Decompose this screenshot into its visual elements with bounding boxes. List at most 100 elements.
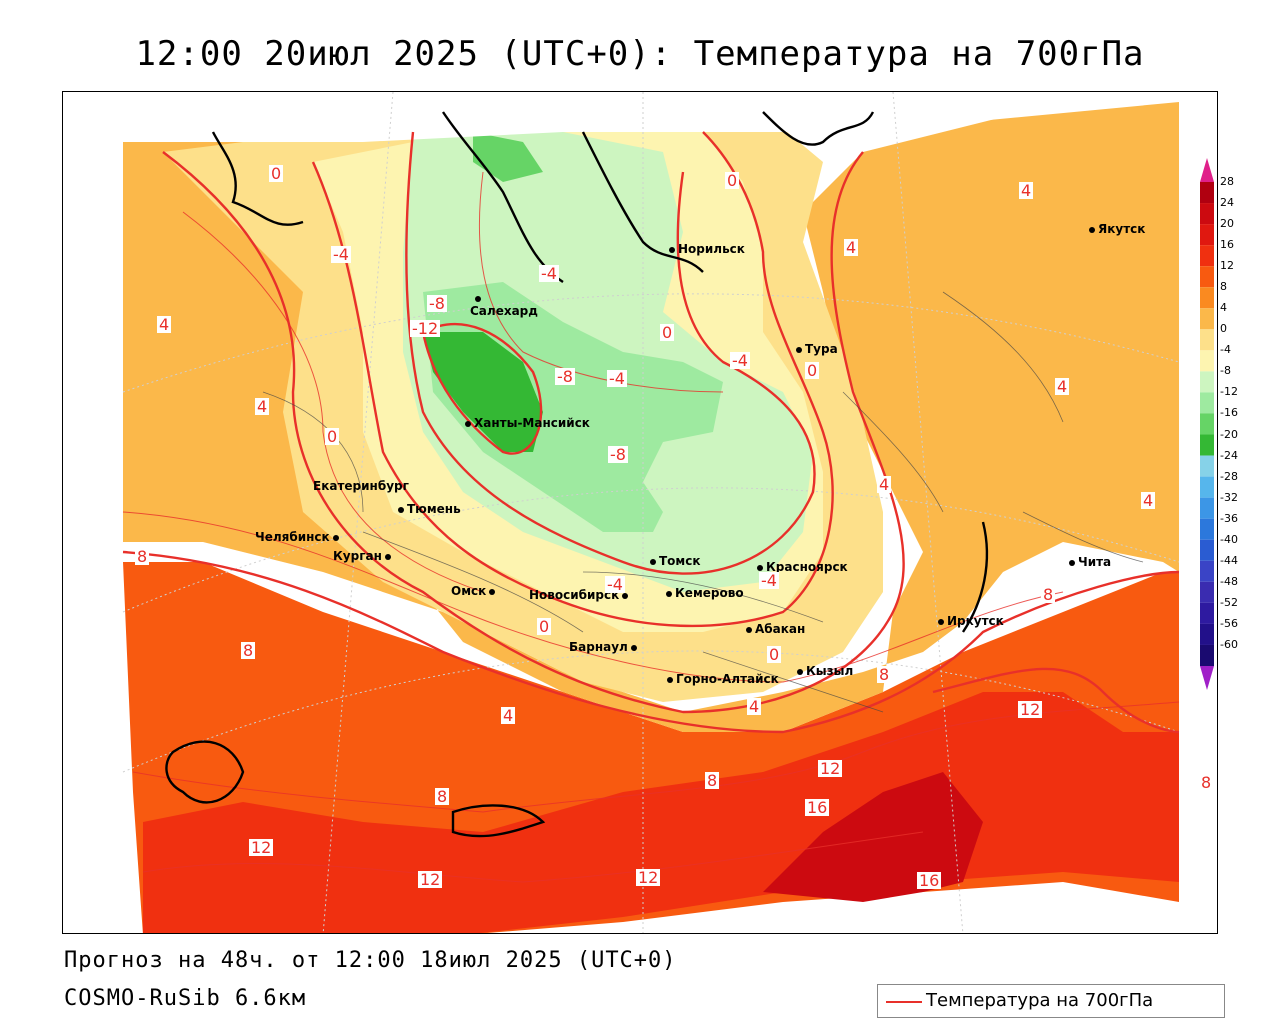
scale-tick-label: 8 bbox=[1220, 280, 1227, 294]
scale-swatch bbox=[1200, 392, 1214, 414]
contour-label: -4 bbox=[331, 245, 351, 264]
scale-tick-label: -16 bbox=[1220, 406, 1238, 420]
contour-label: 8 bbox=[705, 771, 720, 790]
contour-label: 4 bbox=[844, 238, 859, 257]
contour-label: 8 bbox=[1041, 585, 1056, 604]
contour-label: 0 bbox=[537, 617, 552, 636]
scale-swatch bbox=[1200, 623, 1214, 645]
city-krasnoyarsk: Красноярск bbox=[757, 560, 848, 574]
contour-label: 12 bbox=[1018, 700, 1043, 719]
scale-arrow-top bbox=[1200, 158, 1214, 182]
scale-swatch bbox=[1200, 371, 1214, 393]
scale-tick-label: 4 bbox=[1220, 301, 1227, 315]
scale-tick-label: -60 bbox=[1220, 637, 1238, 651]
contour-label: -4 bbox=[730, 351, 750, 370]
scale-swatch bbox=[1200, 350, 1214, 372]
contour-label: 4 bbox=[501, 706, 516, 725]
forecast-info: Прогноз на 48ч. от 12:00 18июл 2025 (UTC… bbox=[64, 948, 677, 973]
scale-swatch bbox=[1200, 224, 1214, 246]
scale-swatch bbox=[1200, 287, 1214, 309]
city-chita: Чита bbox=[1069, 555, 1111, 569]
temp-zone-m16-m12 bbox=[423, 332, 543, 452]
contour-label: -4 bbox=[607, 369, 627, 388]
contour-label: 12 bbox=[418, 870, 443, 889]
legend-label: Температура на 700гПа bbox=[926, 990, 1154, 1011]
city-abakan: Абакан bbox=[746, 622, 805, 636]
city-khanty-mansiysk: Ханты-Мансийск bbox=[465, 416, 590, 430]
scale-tick-label: -24 bbox=[1220, 448, 1238, 462]
scale-tick-label: 0 bbox=[1220, 322, 1227, 336]
city-novosibirsk: Новосибирск bbox=[529, 588, 631, 602]
contour-label: 8 bbox=[1199, 773, 1214, 792]
contour-label: 8 bbox=[135, 547, 150, 566]
scale-arrow-bottom bbox=[1200, 666, 1214, 690]
contour-label: -8 bbox=[427, 294, 447, 313]
scale-swatch bbox=[1200, 413, 1214, 435]
legend-line-swatch bbox=[886, 1001, 922, 1003]
contour-label: 8 bbox=[241, 641, 256, 660]
city-tomsk: Томск bbox=[650, 554, 701, 568]
contour-label: 0 bbox=[805, 361, 820, 380]
scale-swatch bbox=[1200, 455, 1214, 477]
contour-label: 8 bbox=[877, 665, 892, 684]
model-name: COSMO-RuSib 6.6км bbox=[64, 986, 307, 1011]
contour-label: 16 bbox=[805, 798, 830, 817]
scale-swatch bbox=[1200, 329, 1214, 351]
scale-tick-label: -40 bbox=[1220, 532, 1238, 546]
city-kyzyl: Кызыл bbox=[797, 664, 853, 678]
contour-label: 4 bbox=[157, 315, 172, 334]
color-scale-bar bbox=[1200, 158, 1214, 690]
scale-swatch bbox=[1200, 497, 1214, 519]
scale-swatch bbox=[1200, 581, 1214, 603]
color-scale: 28 24 20 16 12 8 4 0 -4 -8 -12 -16 -20 -24 -28 -32 -36 -4… bbox=[1196, 158, 1266, 690]
contour-label: 12 bbox=[249, 838, 274, 857]
scale-tick-label: -36 bbox=[1220, 511, 1238, 525]
contour-label: 0 bbox=[725, 171, 740, 190]
scale-tick-label: 28 bbox=[1220, 175, 1234, 188]
temp-zone-m12-north bbox=[473, 132, 543, 182]
contour-label: -8 bbox=[555, 367, 575, 386]
scale-tick-label: -56 bbox=[1220, 616, 1238, 630]
contour-label: 4 bbox=[1141, 491, 1156, 510]
map-legend: Температура на 700гПа bbox=[877, 984, 1225, 1018]
contour-label: 12 bbox=[636, 868, 661, 887]
city-irkutsk: Иркутск bbox=[938, 614, 1004, 628]
scale-tick-label: -12 bbox=[1220, 385, 1238, 399]
city-barnaul: Барнаул bbox=[569, 640, 640, 654]
city-omsk: Омск bbox=[451, 584, 498, 598]
scale-swatch bbox=[1200, 539, 1214, 561]
scale-swatch bbox=[1200, 203, 1214, 225]
scale-swatch bbox=[1200, 644, 1214, 666]
scale-swatch bbox=[1200, 560, 1214, 582]
scale-tick-label: -20 bbox=[1220, 427, 1238, 441]
scale-tick-label: -4 bbox=[1220, 343, 1231, 357]
city-kurgan: Курган bbox=[333, 549, 394, 563]
city-label: Салехард bbox=[470, 304, 538, 318]
scale-tick-label: 24 bbox=[1220, 196, 1234, 210]
contour-label: 16 bbox=[917, 871, 942, 890]
city-tyumen: Тюмень bbox=[398, 502, 461, 516]
scale-tick-label: -48 bbox=[1220, 574, 1238, 588]
contour-label: 4 bbox=[877, 475, 892, 494]
scale-tick-label: -52 bbox=[1220, 595, 1238, 609]
contour-label: 8 bbox=[435, 787, 450, 806]
contour-label: -4 bbox=[539, 264, 559, 283]
contour-label: 4 bbox=[1055, 377, 1070, 396]
contour-label: 4 bbox=[747, 697, 762, 716]
city-yakutsk: Якутск bbox=[1089, 222, 1145, 236]
city-tura: Тура bbox=[796, 342, 838, 356]
city-kemerovo: Кемерово bbox=[666, 586, 744, 600]
contour-label: 12 bbox=[818, 759, 843, 778]
scale-swatch bbox=[1200, 602, 1214, 624]
scale-swatch bbox=[1200, 476, 1214, 498]
scale-swatch bbox=[1200, 434, 1214, 456]
contour-label: -12 bbox=[410, 319, 441, 338]
city-salekhard bbox=[475, 291, 484, 305]
scale-swatch bbox=[1200, 308, 1214, 330]
scale-tick-label: -44 bbox=[1220, 553, 1238, 567]
contour-label: 4 bbox=[1019, 181, 1034, 200]
map-panel[interactable]: Салехард Норильск Якутск Тура Ханты-Манс… bbox=[62, 91, 1218, 934]
temperature-map bbox=[63, 92, 1217, 933]
temp-zone-16-20 bbox=[763, 772, 983, 902]
scale-swatch bbox=[1200, 245, 1214, 267]
